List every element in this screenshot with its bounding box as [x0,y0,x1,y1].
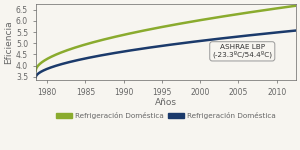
Legend: Refrigeración Doméstica, Refrigeración Doméstica: Refrigeración Doméstica, Refrigeración D… [53,109,278,122]
Text: ASHRAE LBP
(-23.3ºC/54.4ºC): ASHRAE LBP (-23.3ºC/54.4ºC) [212,44,272,58]
Y-axis label: Eficiencia: Eficiencia [4,20,13,64]
X-axis label: Años: Años [155,98,177,107]
